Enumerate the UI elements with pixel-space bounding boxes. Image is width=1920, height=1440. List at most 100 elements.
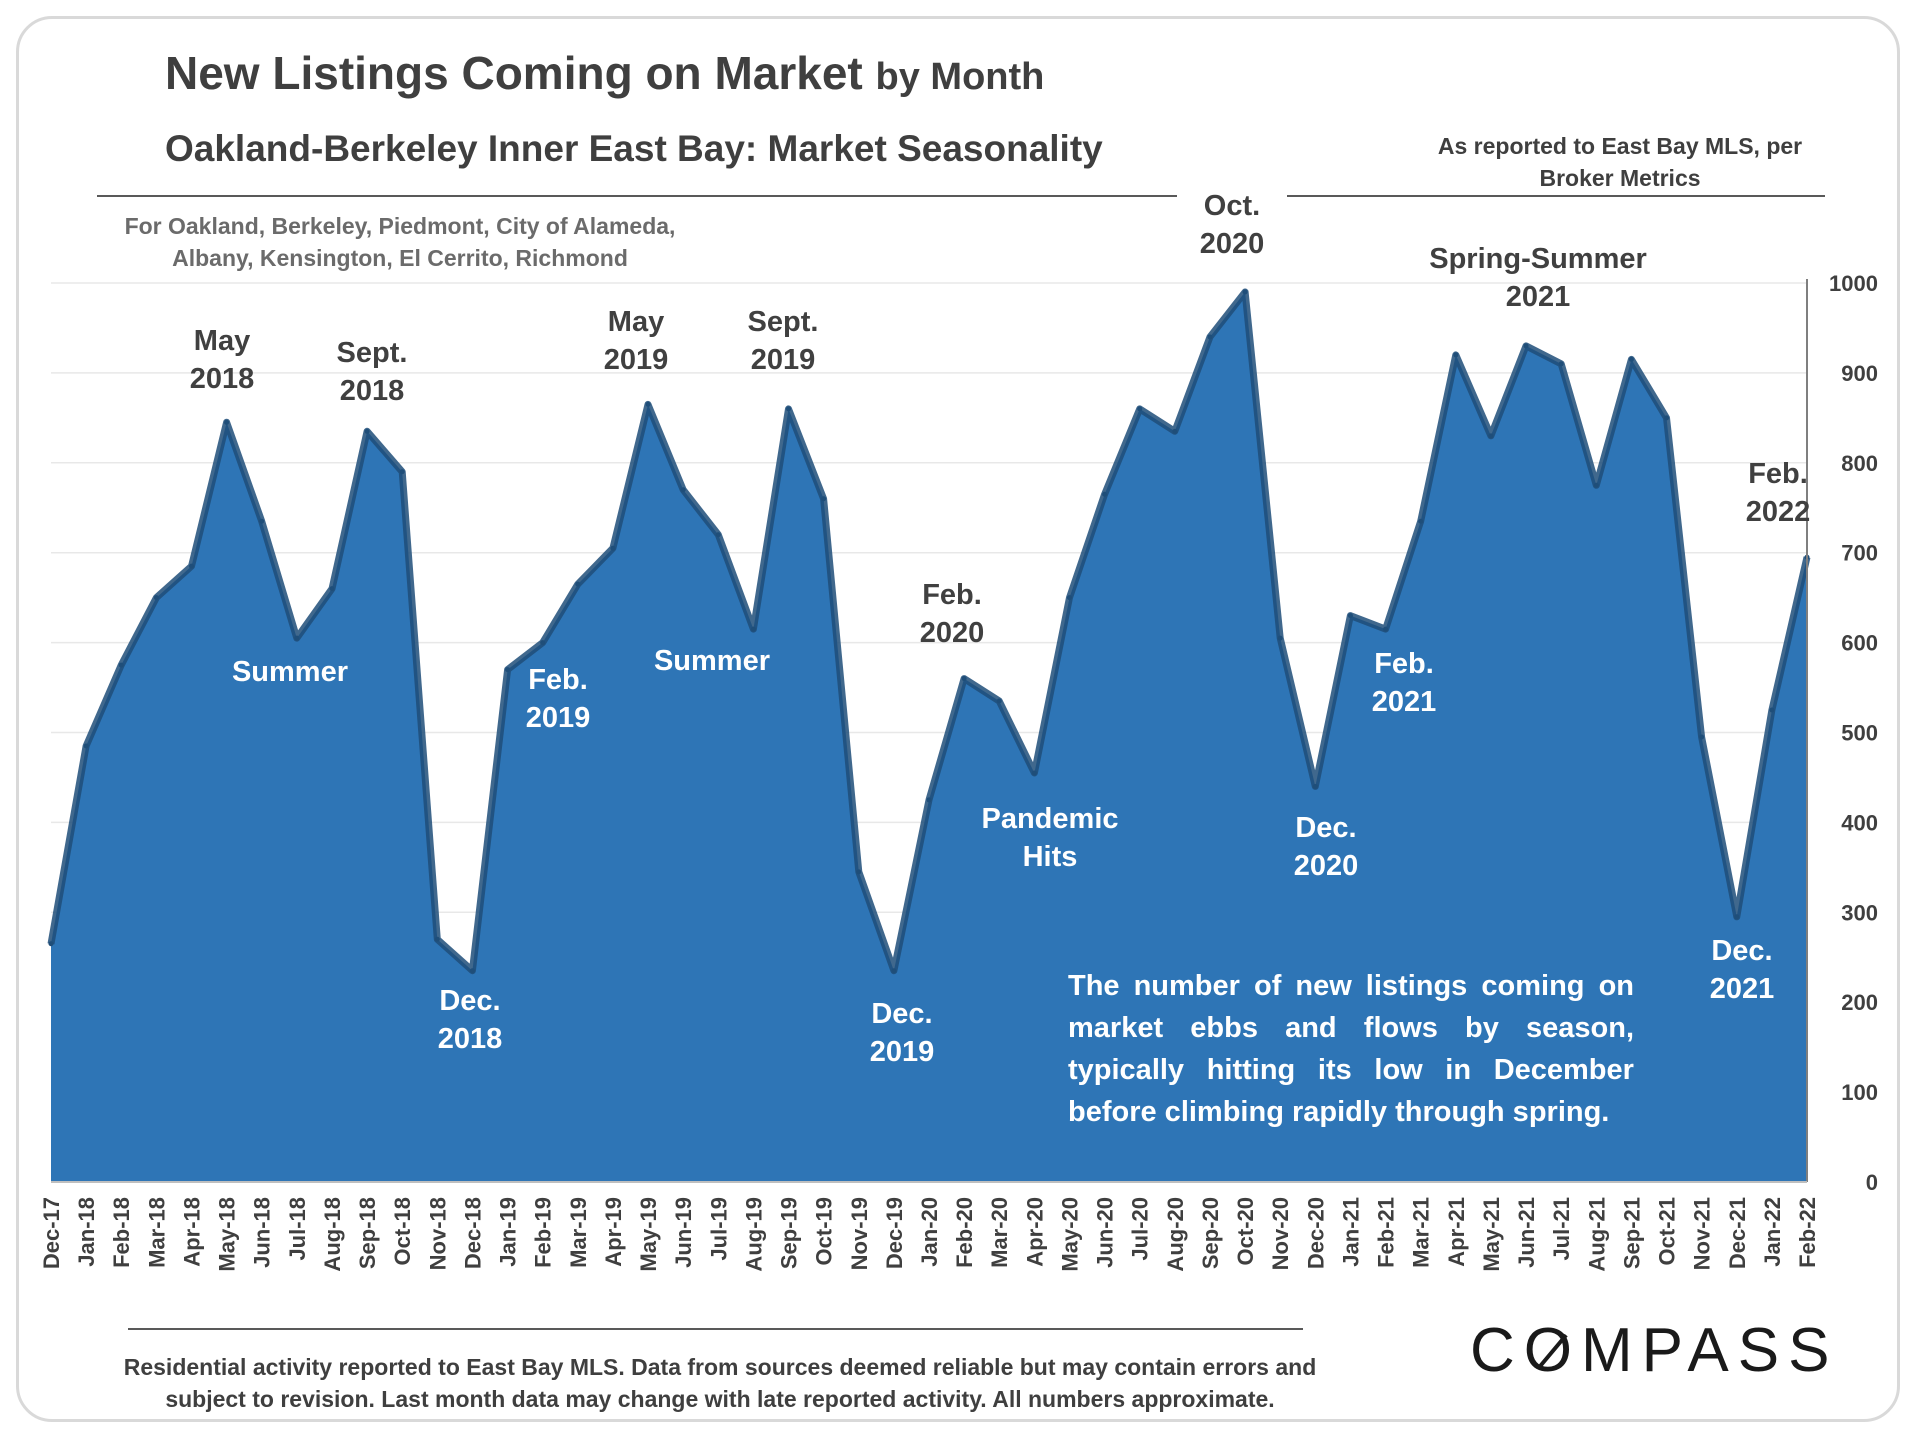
x-tick-label: Jan-18 [74,1197,99,1267]
data-point-mar-20 [996,698,1002,704]
data-point-aug-18 [329,586,335,592]
data-point-feb-21 [1383,626,1389,632]
y-tick-label: 600 [1841,631,1878,656]
x-tick-label: Jul-19 [706,1197,731,1261]
description-line: The number of new listings coming on [1068,970,1634,1002]
x-tick-label: Jun-18 [250,1197,275,1268]
x-tick-label: May-20 [1057,1197,1082,1272]
annotation-oct-2020: Oct. 2020 [1200,190,1265,260]
annotation-feb-2021: Feb. 2021 [1372,648,1437,718]
region-note: For Oakland, Berkeley, Piedmont, City of… [124,213,676,271]
annotation-dec-2018: Dec. 2018 [438,985,503,1055]
y-tick-label: 800 [1841,451,1878,476]
data-point-may-18 [224,419,230,425]
data-point-feb-19 [540,640,546,646]
x-tick-label: Oct-18 [390,1197,415,1265]
annotation-spring-summer-2021: Spring-Summer 2021 [1429,243,1647,313]
x-tick-label: Jan-19 [496,1197,521,1267]
data-point-dec-17 [48,941,54,947]
annotation-dec-2021: Dec. 2021 [1710,935,1775,1005]
data-point-jan-21 [1347,613,1353,619]
data-point-dec-19 [891,968,897,974]
data-point-sep-18 [364,428,370,434]
annotation-summer-2019: Summer [654,645,770,677]
data-point-feb-18 [118,662,124,668]
data-point-oct-18 [399,469,405,475]
description-line: typically hitting its low in December [1068,1054,1634,1086]
data-point-jan-18 [83,743,89,749]
footer-rule [128,1328,1303,1330]
annotations: May 2018 Sept. 2018 Summer Dec. 2018 Feb. 2019 Ma… [190,190,1811,1068]
data-point-may-19 [645,401,651,407]
annotation-pandemic-hits: Pandemic Hits [982,803,1119,873]
data-point-nov-20 [1277,635,1283,641]
data-point-aug-19 [750,626,756,632]
x-tick-label: Dec-18 [460,1197,485,1269]
annotation-feb-2020: Feb. 2020 [920,579,985,649]
annotation-feb-2019: Feb. 2019 [526,664,591,734]
chart-title-suffix: by Month [875,56,1045,98]
compass-logo: COMPASS [1470,1315,1839,1386]
y-tick-label: 900 [1841,361,1878,386]
y-tick-label: 1000 [1829,271,1878,296]
x-tick-label: Jun-21 [1514,1197,1539,1268]
x-tick-label: Sep-19 [777,1197,802,1269]
data-point-oct-21 [1664,415,1670,421]
y-tick-label: 400 [1841,810,1878,835]
x-tick-label: Apr-19 [601,1197,626,1267]
x-tick-label: May-18 [215,1197,240,1272]
data-point-jan-22 [1769,707,1775,713]
x-tick-label: Jan-21 [1338,1197,1363,1267]
x-tick-label: Aug-18 [320,1197,345,1272]
data-point-jul-21 [1558,361,1564,367]
data-point-may-20 [1066,595,1072,601]
x-tick-label: Apr-20 [1022,1197,1047,1267]
x-tick-label: Oct-19 [812,1197,837,1265]
data-point-sep-21 [1628,356,1634,362]
x-tick-label: Aug-21 [1584,1197,1609,1272]
source-note: As reported to East Bay MLS, per Broker … [1437,133,1803,191]
x-tick-label: Oct-20 [1233,1197,1258,1265]
y-tick-label: 200 [1841,990,1878,1015]
data-point-nov-19 [856,869,862,875]
data-point-aug-20 [1172,428,1178,434]
x-tick-label: Jul-20 [1128,1197,1153,1261]
data-point-jul-19 [715,532,721,538]
data-point-jul-20 [1137,406,1143,412]
x-tick-label: Sep-21 [1619,1197,1644,1269]
x-tick-label: Aug-20 [1163,1197,1188,1272]
x-tick-label: Jan-22 [1760,1197,1785,1267]
x-tick-label: Jun-20 [1093,1197,1118,1268]
data-point-may-21 [1488,433,1494,439]
x-tick-label: Nov-19 [847,1197,872,1270]
data-point-feb-20 [961,676,967,682]
compass-logo-o: O [1524,1315,1581,1386]
data-point-sep-20 [1207,334,1213,340]
chart-subtitle: Oakland-Berkeley Inner East Bay: Market … [165,128,1103,169]
annotation-summer-2018: Summer [232,656,348,688]
annotation-sept-2019: Sept. 2019 [748,306,819,376]
x-tick-label: Jul-18 [285,1197,310,1261]
y-tick-label: 300 [1841,900,1878,925]
x-tick-label: Dec-19 [882,1197,907,1269]
data-point-sep-19 [786,406,792,412]
x-tick-label: Apr-21 [1444,1197,1469,1267]
data-point-nov-18 [434,936,440,942]
header-rule-right [1287,195,1825,197]
area-fill [51,292,1807,1182]
data-point-nov-21 [1699,734,1705,740]
y-tick-label: 700 [1841,541,1878,566]
data-point-mar-21 [1418,518,1424,524]
x-tick-label: Apr-18 [179,1197,204,1267]
data-point-dec-20 [1312,783,1318,789]
x-tick-label: May-19 [636,1197,661,1272]
x-tick-label: Jul-21 [1549,1197,1574,1261]
x-tick-label: Sep-18 [355,1197,380,1269]
description-line: market ebbs and flows by season, [1068,1012,1634,1044]
footer-note: Residential activity reported to East Ba… [123,1354,1317,1412]
annotation-may-2018: May 2018 [190,325,255,395]
x-tick-label: Mar-20 [987,1197,1012,1268]
data-point-jan-20 [926,797,932,803]
x-tick-label: Feb-22 [1795,1197,1820,1268]
